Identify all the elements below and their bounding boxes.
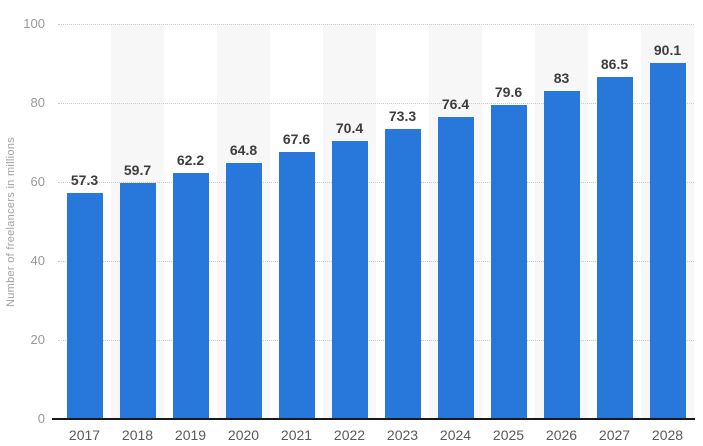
x-axis-line xyxy=(52,418,695,420)
bar-2024[interactable] xyxy=(437,117,474,419)
bar-value-label-2022: 70.4 xyxy=(335,120,364,136)
y-tick-label-80: 80 xyxy=(30,95,45,110)
x-tick-label-2017: 2017 xyxy=(68,427,101,443)
x-tick-label-2024: 2024 xyxy=(439,427,472,443)
bar-2028[interactable] xyxy=(649,63,686,419)
y-tick-label-60: 60 xyxy=(30,174,45,189)
bar-2019[interactable] xyxy=(172,173,209,419)
y-tick-label-0: 0 xyxy=(37,411,45,426)
bar-value-label-2028: 90.1 xyxy=(653,42,682,58)
gridline-100 xyxy=(58,24,694,25)
bar-2020[interactable] xyxy=(225,163,262,419)
bar-value-label-2020: 64.8 xyxy=(229,142,258,158)
bar-2021[interactable] xyxy=(278,152,315,419)
gridline-80 xyxy=(58,103,694,104)
x-tick-label-2027: 2027 xyxy=(598,427,631,443)
x-tick-label-2028: 2028 xyxy=(651,427,684,443)
x-tick-label-2020: 2020 xyxy=(227,427,260,443)
x-tick-label-2026: 2026 xyxy=(545,427,578,443)
x-tick-label-2021: 2021 xyxy=(280,427,313,443)
bar-value-label-2024: 76.4 xyxy=(441,96,470,112)
bar-2023[interactable] xyxy=(384,129,421,419)
bar-value-label-2025: 79.6 xyxy=(494,84,523,100)
x-tick-label-2025: 2025 xyxy=(492,427,525,443)
bar-2025[interactable] xyxy=(490,105,527,419)
bar-2017[interactable] xyxy=(66,193,103,419)
y-tick-label-40: 40 xyxy=(30,253,45,268)
gridline-40 xyxy=(58,261,694,262)
gridline-60 xyxy=(58,182,694,183)
bar-2027[interactable] xyxy=(596,77,633,419)
bar-2022[interactable] xyxy=(331,141,368,419)
y-tick-label-100: 100 xyxy=(23,16,45,31)
bar-value-label-2027: 86.5 xyxy=(600,56,629,72)
gridline-20 xyxy=(58,340,694,341)
x-tick-label-2022: 2022 xyxy=(333,427,366,443)
x-tick-label-2019: 2019 xyxy=(174,427,207,443)
y-tick-label-20: 20 xyxy=(30,332,45,347)
bar-value-label-2023: 73.3 xyxy=(388,108,417,124)
bar-value-label-2021: 67.6 xyxy=(282,131,311,147)
x-tick-label-2023: 2023 xyxy=(386,427,419,443)
x-tick-label-2018: 2018 xyxy=(121,427,154,443)
bar-value-label-2017: 57.3 xyxy=(70,172,99,188)
bar-value-label-2026: 83 xyxy=(553,70,570,86)
bar-2026[interactable] xyxy=(543,91,580,419)
bar-2018[interactable] xyxy=(119,183,156,419)
y-axis-title: Number of freelancers in millions xyxy=(5,136,17,308)
bar-value-label-2019: 62.2 xyxy=(176,152,205,168)
bar-value-label-2018: 59.7 xyxy=(123,162,152,178)
